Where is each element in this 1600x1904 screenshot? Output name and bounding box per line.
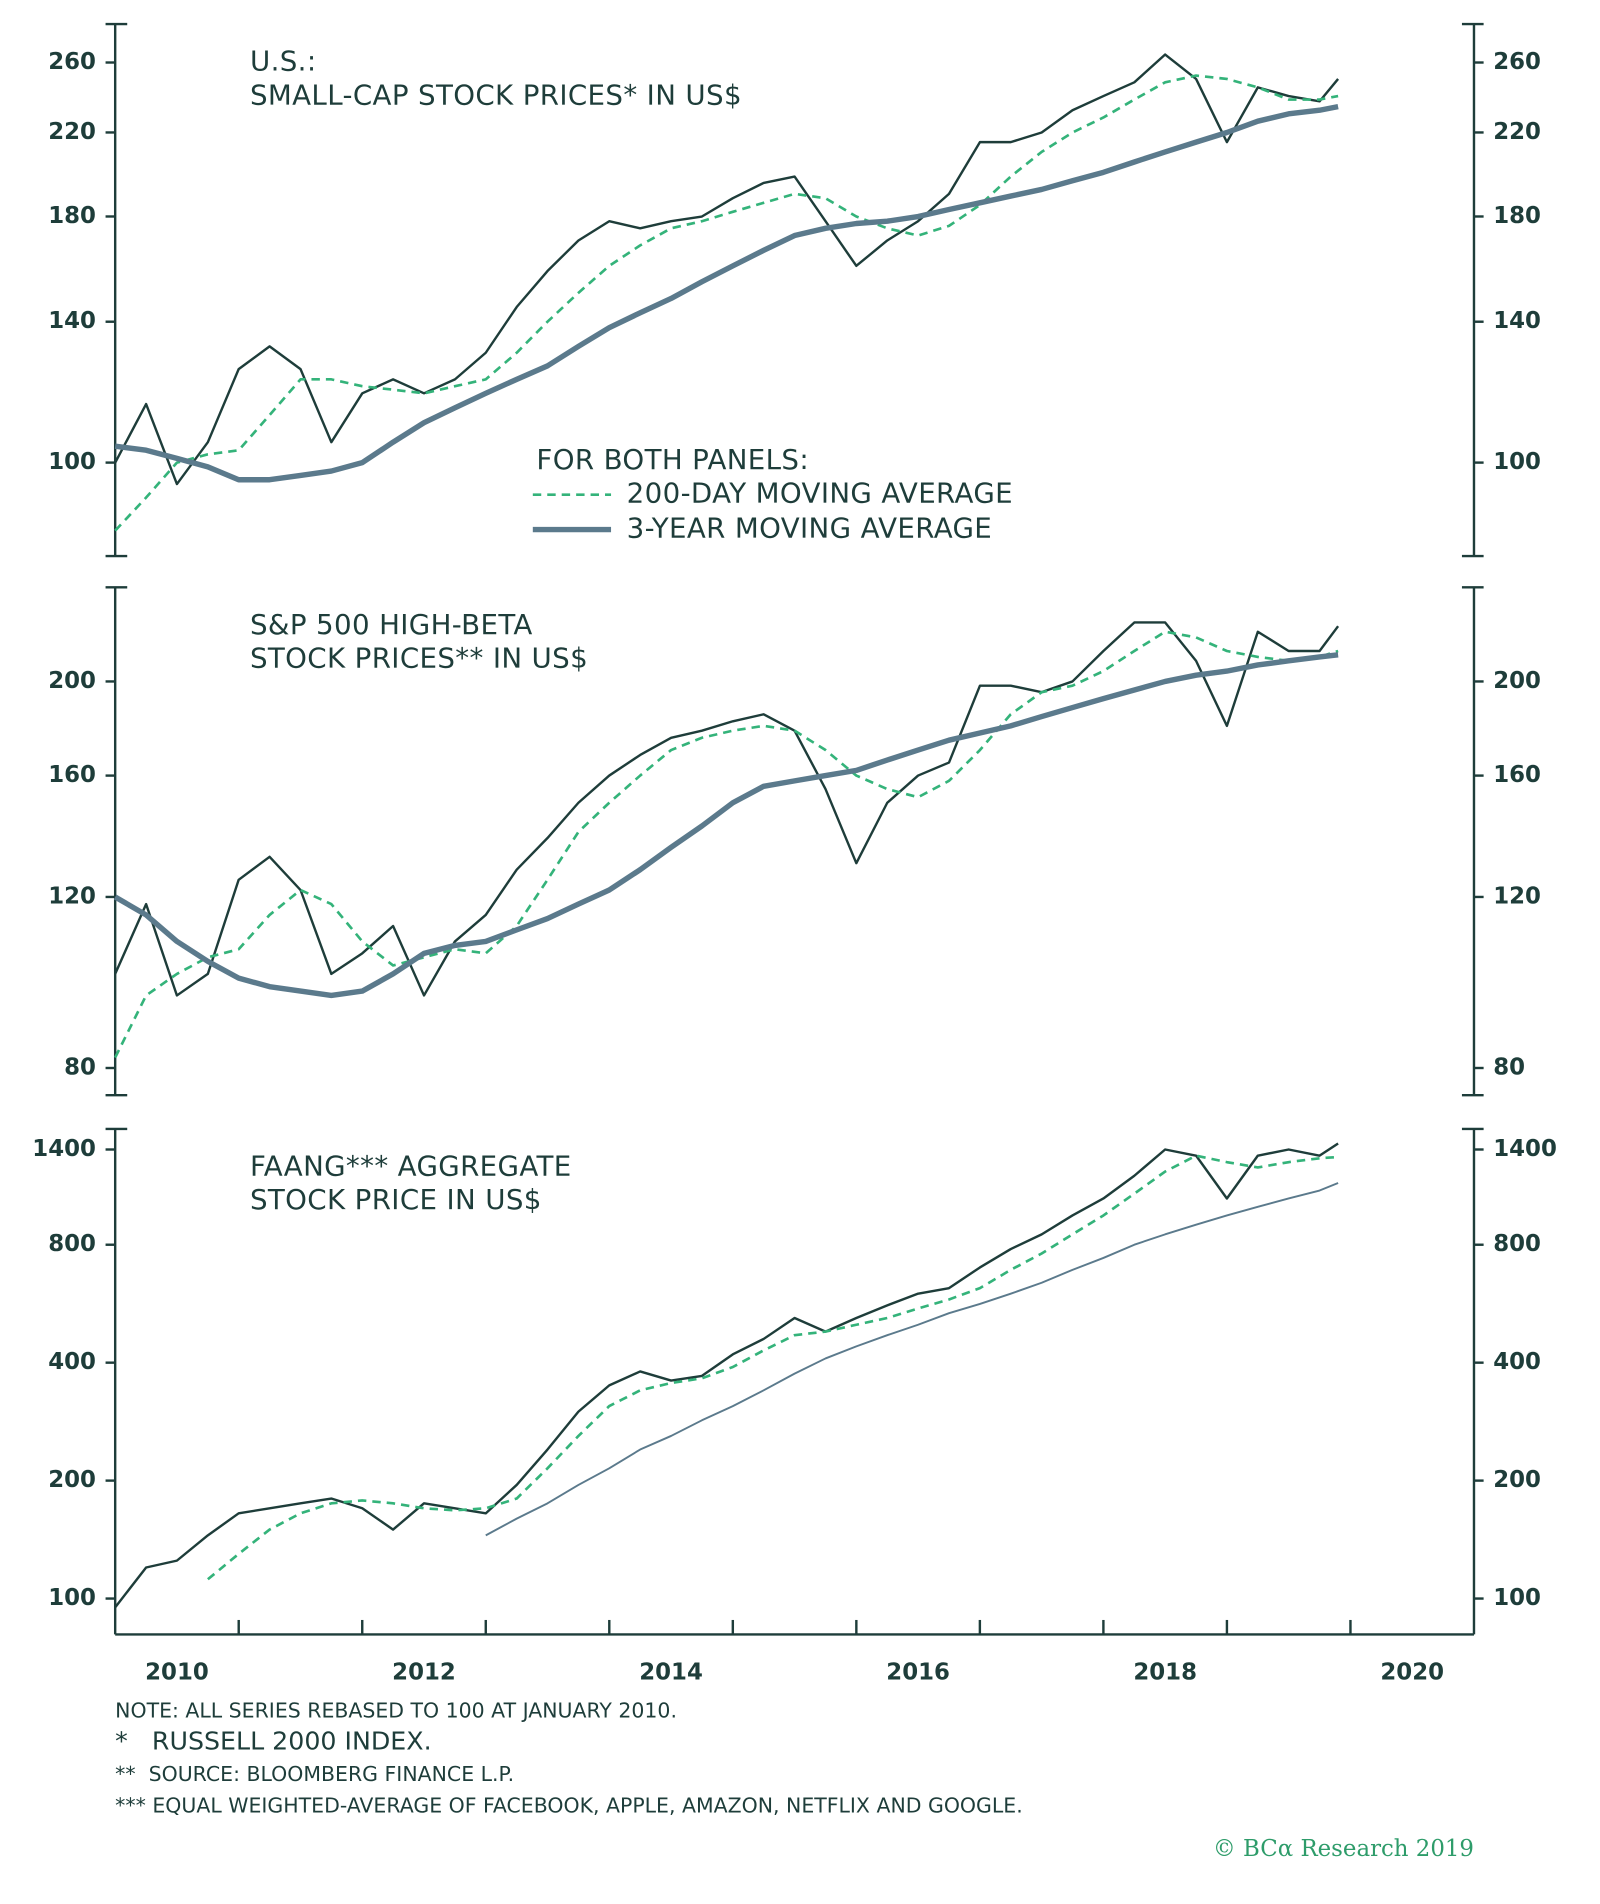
y-tick-label: 100 [1493,1585,1541,1611]
y-tick-label: 100 [1493,449,1541,475]
y-tick-label: 180 [48,203,96,229]
y-tick-label: 160 [48,762,96,788]
y-tick-label: 120 [48,883,96,909]
panel-title: FAANG*** AGGREGATE [250,1149,572,1182]
legend-title: FOR BOTH PANELS: [536,443,809,476]
y-tick-label: 140 [1493,308,1541,334]
y-tick-label: 200 [1493,1467,1541,1493]
y-tick-label: 400 [1493,1349,1541,1375]
x-tick-label: 2010 [145,1659,209,1685]
y-tick-label: 800 [48,1231,96,1257]
y-tick-label: 220 [48,119,96,145]
y-tick-label: 1400 [32,1136,96,1162]
series-line [114,53,1340,486]
series-line [114,103,1339,483]
y-tick-label: 200 [48,1467,96,1493]
x-tick-label: 2020 [1380,1659,1444,1685]
note: NOTE: ALL SERIES REBASED TO 100 AT JANUA… [115,1698,677,1722]
y-tick-label: 80 [64,1054,96,1080]
panel-title: STOCK PRICE IN US$ [250,1183,542,1216]
credit: © BCα Research 2019 [1213,1836,1474,1862]
note: ** SOURCE: BLOOMBERG FINANCE L.P. [115,1762,514,1786]
series-line [114,74,1339,532]
y-tick-label: 260 [48,49,96,75]
y-tick-label: 120 [1493,883,1541,909]
panel-title: U.S.: [250,45,317,78]
note: *** EQUAL WEIGHTED-AVERAGE OF FACEBOOK, … [115,1794,1023,1818]
y-tick-label: 800 [1493,1231,1541,1257]
series-line [114,1142,1339,1609]
y-tick-label: 100 [48,1585,96,1611]
y-tick-label: 100 [48,449,96,475]
series-line [207,1154,1339,1581]
x-tick-label: 2016 [886,1659,950,1685]
y-tick-label: 160 [1493,762,1541,788]
x-tick-label: 2012 [392,1659,456,1685]
series-line [113,652,1339,999]
x-tick-label: 2018 [1133,1659,1197,1685]
panel-title: STOCK PRICES** IN US$ [250,642,588,675]
panel-title: SMALL-CAP STOCK PRICES* IN US$ [250,78,742,111]
series-line [485,1182,1339,1537]
panel-title: S&P 500 HIGH-BETA [250,608,533,641]
legend-label: 200-DAY MOVING AVERAGE [627,477,1013,510]
y-tick-label: 180 [1493,203,1541,229]
y-tick-label: 140 [48,308,96,334]
y-tick-label: 200 [1493,668,1541,694]
y-tick-label: 1400 [1493,1136,1557,1162]
series-line [114,621,1340,997]
y-tick-label: 400 [48,1349,96,1375]
y-tick-label: 220 [1493,119,1541,145]
series-line [114,630,1339,1059]
y-tick-label: 200 [48,668,96,694]
y-tick-label: 260 [1493,49,1541,75]
note: * RUSSELL 2000 INDEX. [115,1727,431,1756]
legend-label: 3-YEAR MOVING AVERAGE [627,512,992,545]
x-tick-label: 2014 [639,1659,703,1685]
y-tick-label: 80 [1493,1054,1525,1080]
